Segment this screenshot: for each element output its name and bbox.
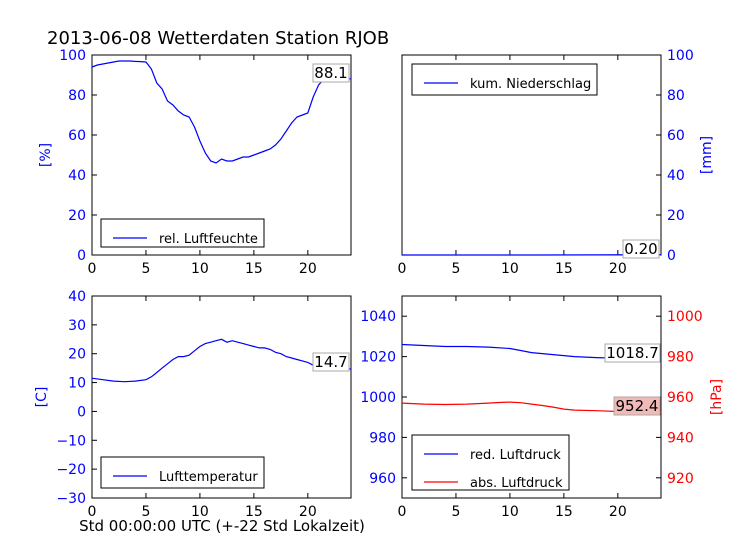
- precip-ytick-label: 40: [667, 168, 685, 184]
- pressure-left-ytick-label: 980: [369, 430, 396, 446]
- pressure-right-ytick-label: 960: [667, 390, 694, 406]
- pressure-right-ytick-label: 920: [667, 471, 694, 487]
- humidity-ytick-label: 60: [68, 128, 86, 144]
- pressure-red-last-value-box: [604, 343, 661, 363]
- pressure-red-last-value: 1018.7: [606, 344, 659, 362]
- temp-ytick-label: −30: [56, 491, 86, 507]
- precip-ytick-label: 20: [667, 208, 685, 224]
- precip-xtick-label: 5: [451, 261, 460, 277]
- temp-xtick-label: 20: [299, 504, 317, 520]
- pressure-xtick-label: 0: [398, 504, 407, 520]
- precip-legend-label: kum. Niederschlag: [470, 77, 591, 92]
- humidity-xtick-label: 5: [141, 261, 150, 277]
- precip-legend-box: [411, 63, 598, 96]
- precip-xtick-label: 20: [609, 261, 627, 277]
- precip-ytick-label: 60: [667, 128, 685, 144]
- pressure-legend-label: abs. Luftdruck: [470, 476, 563, 491]
- precip-xtick-label: 15: [555, 261, 573, 277]
- precip-ytick-label: 80: [667, 88, 685, 104]
- temp-ytick-label: 0: [77, 404, 86, 420]
- humidity-ytick-label: 0: [77, 248, 86, 264]
- temp-xtick-label: 5: [141, 504, 150, 520]
- humidity-last-value-box: [312, 63, 350, 83]
- pressure-abs-line: [401, 401, 662, 413]
- temp-last-value: 14.7: [314, 353, 347, 371]
- temp-last-value-box: [312, 352, 350, 372]
- pressure-left-ytick-label: 1000: [360, 390, 396, 406]
- precip-ytick-label: 0: [667, 248, 676, 264]
- pressure-right-ytick-label: 1000: [667, 309, 703, 325]
- pressure-abs-last-value: 952.4: [616, 397, 659, 415]
- pressure-xtick-label: 10: [501, 504, 519, 520]
- pressure-legend-label: red. Luftdruck: [470, 448, 561, 463]
- pressure-left-ytick-label: 1020: [360, 350, 396, 366]
- pressure-xtick-label: 15: [555, 504, 573, 520]
- temp-panel-frame: [91, 295, 352, 499]
- temp-ytick-label: −20: [56, 462, 86, 478]
- precip-last-value-box: [622, 239, 660, 259]
- temp-ytick-label: −10: [56, 433, 86, 449]
- temp-ylabel: [C]: [34, 387, 50, 408]
- pressure-left-ytick-label: 1040: [360, 309, 396, 325]
- precip-last-value: 0.20: [624, 240, 657, 258]
- temp-legend-label: Lufttemperatur: [159, 470, 258, 485]
- figure-title: 2013-06-08 Wetterdaten Station RJOB: [47, 28, 389, 49]
- humidity-ytick-label: 20: [68, 208, 86, 224]
- humidity-ytick-label: 100: [59, 48, 86, 64]
- pressure-abs-last-value-box: [613, 396, 661, 416]
- humidity-legend-label: rel. Luftfeuchte: [159, 232, 258, 247]
- precip-ylabel: [mm]: [699, 136, 715, 174]
- humidity-xtick-label: 20: [299, 261, 317, 277]
- temp-xtick-label: 10: [191, 504, 209, 520]
- pressure-right-ytick-label: 940: [667, 430, 694, 446]
- humidity-xtick-label: 15: [245, 261, 263, 277]
- precip-ytick-label: 100: [667, 48, 694, 64]
- precip-xtick-label: 10: [501, 261, 519, 277]
- humidity-xtick-label: 0: [88, 261, 97, 277]
- humidity-panel-frame: [91, 54, 352, 256]
- pressure-right-ytick-label: 980: [667, 350, 694, 366]
- temp-ytick-label: 40: [68, 289, 86, 305]
- temp-ytick-label: 10: [68, 376, 86, 392]
- humidity-ytick-label: 80: [68, 88, 86, 104]
- temp-xtick-label: 15: [245, 504, 263, 520]
- humidity-xtick-label: 10: [191, 261, 209, 277]
- precip-xtick-label: 0: [398, 261, 407, 277]
- pressure-left-ytick-label: 960: [369, 471, 396, 487]
- humidity-legend-box: [100, 218, 265, 248]
- pressure-xtick-label: 20: [609, 504, 627, 520]
- pressure-xtick-label: 5: [451, 504, 460, 520]
- humidity-ytick-label: 40: [68, 168, 86, 184]
- pressure-legend-box: [411, 434, 570, 491]
- temp-ytick-label: 20: [68, 347, 86, 363]
- pressure-ylabel: [hPa]: [709, 379, 725, 415]
- temp-xtick-label: 0: [88, 504, 97, 520]
- humidity-line: [91, 60, 352, 164]
- humidity-last-value: 88.1: [314, 64, 347, 82]
- temp-ytick-label: 30: [68, 318, 86, 334]
- humidity-ylabel: [%]: [38, 143, 54, 167]
- temp-legend-box: [100, 456, 265, 489]
- figure-xlabel: Std 00:00:00 UTC (+-22 Std Lokalzeit): [79, 517, 365, 535]
- temp-line: [91, 338, 352, 383]
